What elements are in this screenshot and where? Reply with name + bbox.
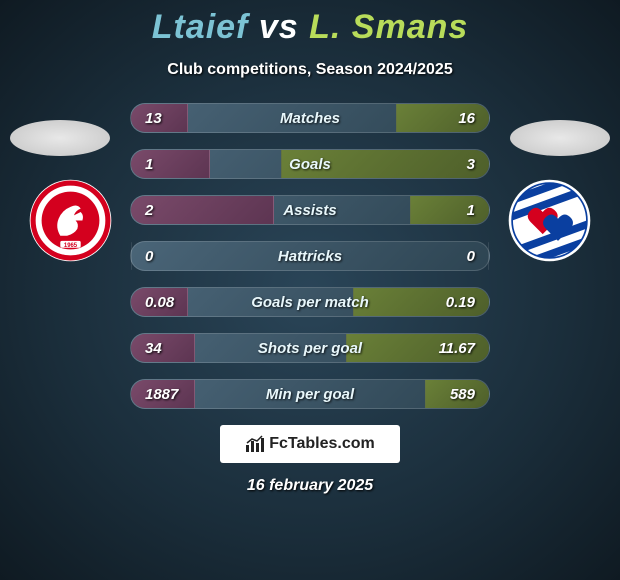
stat-value-left: 13 [145, 104, 162, 134]
stat-value-left: 34 [145, 334, 162, 364]
footer-date: 16 february 2025 [0, 477, 620, 495]
sc-heerenveen-crest-icon [507, 178, 592, 263]
stat-value-right: 0.19 [446, 288, 475, 318]
crest-year: 1965 [64, 243, 78, 249]
stat-label: Goals [131, 150, 489, 180]
club-crest-right [507, 178, 592, 263]
stat-value-left: 2 [145, 196, 153, 226]
stat-value-right: 1 [467, 196, 475, 226]
player2-avatar-placeholder [510, 120, 610, 156]
chart-icon [245, 435, 265, 453]
stat-label: Min per goal [131, 380, 489, 410]
stat-value-left: 0.08 [145, 288, 174, 318]
stat-label: Shots per goal [131, 334, 489, 364]
player2-name: L. Smans [309, 8, 468, 46]
stat-value-left: 1 [145, 150, 153, 180]
stat-value-left: 0 [145, 242, 153, 272]
stat-row: Goals1 3 [130, 149, 490, 179]
stat-label: Hattricks [131, 242, 489, 272]
stat-value-right: 11.67 [439, 334, 475, 364]
brand-footer[interactable]: FcTables.com [220, 425, 400, 463]
player1-name: Ltaief [152, 8, 249, 46]
stat-value-right: 16 [458, 104, 475, 134]
stat-label: Matches [131, 104, 489, 134]
comparison-title: Ltaief vs L. Smans [0, 0, 620, 47]
title-vs: vs [259, 8, 299, 46]
club-crest-left: 1965 [28, 178, 113, 263]
stat-label: Goals per match [131, 288, 489, 318]
stat-row: Min per goal1887 589 [130, 379, 490, 409]
stat-row: Assists2 1 [130, 195, 490, 225]
player1-avatar-placeholder [10, 120, 110, 156]
stat-value-right: 0 [467, 242, 475, 272]
stat-row: Goals per match0.08 0.19 [130, 287, 490, 317]
subtitle: Club competitions, Season 2024/2025 [0, 61, 620, 79]
stat-row: Hattricks0 0 [130, 241, 490, 271]
stat-row: Matches13 16 [130, 103, 490, 133]
brand-text: FcTables.com [269, 435, 375, 453]
stat-row: Shots per goal34 11.67 [130, 333, 490, 363]
stat-label: Assists [131, 196, 489, 226]
stats-container: Matches1316Goals13Assists21Hattricks00Go… [130, 103, 490, 409]
stat-value-right: 3 [467, 150, 475, 180]
stat-value-left: 1887 [145, 380, 178, 410]
fc-twente-crest-icon: 1965 [28, 178, 113, 263]
stat-value-right: 589 [450, 380, 475, 410]
